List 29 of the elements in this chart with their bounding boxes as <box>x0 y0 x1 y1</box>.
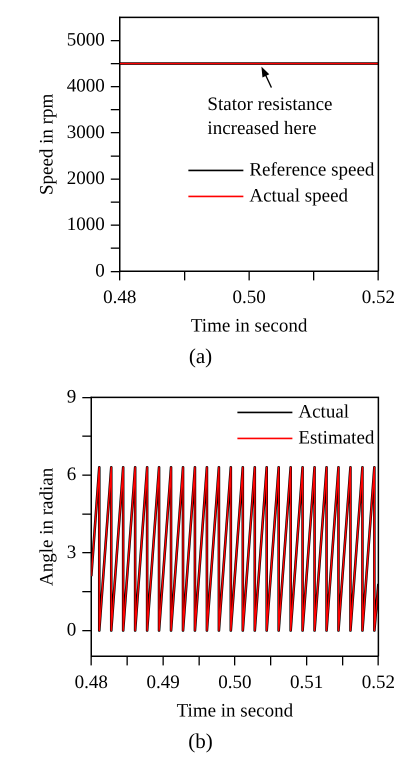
annotation: Stator resistance increased here <box>207 94 332 140</box>
y-tick-label: 2000 <box>66 168 105 190</box>
y-tick-label: 3000 <box>66 122 105 143</box>
legend-label: Estimated <box>298 427 375 448</box>
legend-label: Actual <box>298 401 350 422</box>
y-tick-label: 0 <box>95 260 105 282</box>
text: (a) <box>188 344 214 369</box>
y-axis-title: Angle in radian <box>36 467 58 586</box>
text: (b) <box>187 729 214 754</box>
x-tick-label: 0.50 <box>232 286 266 308</box>
y-tick-label: 6 <box>66 464 76 486</box>
y-tick-label: 0 <box>66 619 76 640</box>
y-axis-title: Speed in rpm <box>36 94 58 196</box>
x-tick-label: 0.49 <box>146 672 180 693</box>
x-tick-label: 0.51 <box>290 672 324 693</box>
y-tick-label: 9 <box>66 386 76 408</box>
legend-label: Reference speed <box>249 159 375 180</box>
x-tick-label: 0.52 <box>362 286 395 308</box>
y-tick-label: 1000 <box>66 214 105 236</box>
y-tick-label: 4000 <box>66 76 105 97</box>
x-tick-label: 0.48 <box>74 672 108 693</box>
legend-label: Actual speed <box>249 185 349 206</box>
y-tick-label: 3 <box>66 542 76 563</box>
x-tick-label: 0.48 <box>103 286 136 308</box>
x-tick-label: 0.52 <box>362 672 395 693</box>
y-tick-label: 5000 <box>66 29 105 50</box>
x-axis-title: Time in second <box>190 316 308 337</box>
x-tick-label: 0.50 <box>218 672 252 693</box>
x-axis-title: Time in second <box>176 700 294 722</box>
